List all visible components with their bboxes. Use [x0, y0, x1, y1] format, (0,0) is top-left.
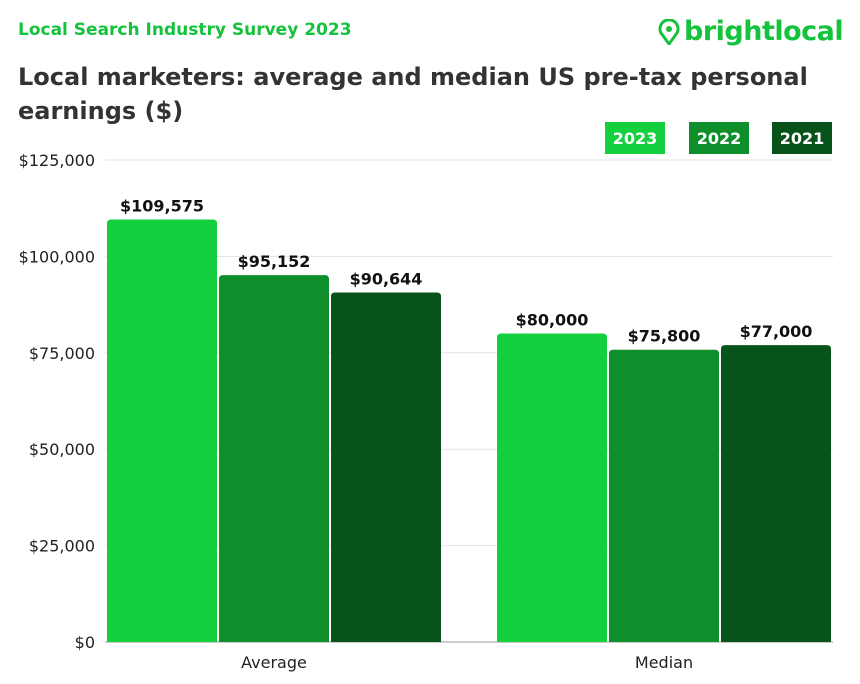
- chart-title: Local marketers: average and median US p…: [18, 63, 808, 125]
- bar-2021-median: [721, 345, 831, 642]
- brightlocal-logo: brightlocal: [658, 16, 844, 47]
- data-label: $80,000: [516, 311, 589, 330]
- bar-2022-median: [609, 349, 719, 642]
- y-tick-label: $25,000: [29, 537, 95, 556]
- legend-2022: 2022: [689, 122, 749, 154]
- data-label: $77,000: [740, 322, 813, 341]
- location-pin-icon: [658, 18, 680, 45]
- legend-2023: 2023: [605, 122, 665, 154]
- x-tick-label: Median: [635, 653, 693, 672]
- data-label: $109,575: [120, 196, 204, 215]
- data-label: $75,800: [628, 327, 701, 346]
- survey-label: Local Search Industry Survey 2023: [18, 20, 352, 40]
- y-tick-label: $75,000: [29, 344, 95, 363]
- data-label: $90,644: [350, 269, 423, 288]
- y-tick-label: $100,000: [19, 247, 95, 266]
- data-label: $95,152: [238, 252, 311, 271]
- y-tick-label: $0: [75, 633, 95, 652]
- y-tick-label: $50,000: [29, 440, 95, 459]
- x-tick-label: Average: [241, 653, 307, 672]
- y-tick-label: $125,000: [19, 151, 95, 170]
- bar-2023-average: [107, 219, 217, 642]
- bar-2021-average: [331, 292, 441, 642]
- legend-2021: 2021: [772, 122, 832, 154]
- bar-2022-average: [219, 275, 329, 642]
- logo-text: brightlocal: [684, 16, 844, 47]
- bar-2023-median: [497, 333, 607, 642]
